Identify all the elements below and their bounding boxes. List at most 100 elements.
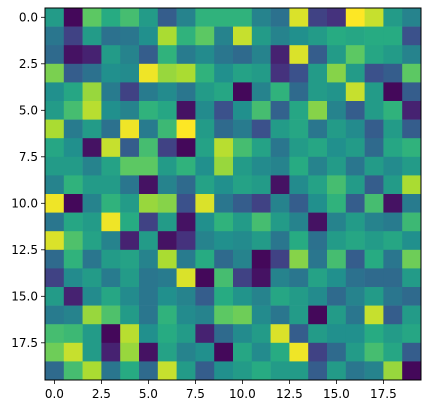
heatmap-cell [139, 268, 159, 288]
heatmap-cell [157, 342, 177, 362]
heatmap-cell [139, 194, 159, 213]
heatmap-cell [402, 138, 422, 158]
heatmap-cell [364, 249, 384, 269]
heatmap-cell [383, 45, 403, 65]
heatmap-cell [157, 212, 177, 232]
heatmap-cell [402, 119, 422, 139]
heatmap-cell [364, 26, 384, 46]
heatmap-cell [214, 138, 234, 158]
heatmap-cell [270, 231, 290, 251]
heatmap-cell [195, 138, 215, 158]
heatmap-cell [364, 324, 384, 344]
heatmap-cell [345, 175, 365, 195]
heatmap-cell [63, 305, 83, 325]
heatmap-cell [327, 361, 347, 381]
heatmap-cell [270, 82, 290, 102]
heatmap-cell [45, 138, 65, 158]
heatmap-cell [327, 175, 347, 195]
heatmap-cell [101, 175, 121, 195]
x-axis: 0.0 2.5 5.0 7.5 10.0 12.5 15.0 17.5 [45, 380, 397, 401]
heatmap-cell [308, 305, 328, 325]
heatmap-cell [233, 361, 253, 381]
heatmap-cell [120, 63, 140, 83]
heatmap-cell [308, 324, 328, 344]
heatmap-cell [195, 287, 215, 306]
heatmap-cell [364, 194, 384, 213]
heatmap-cell [233, 305, 253, 325]
heatmap-cell [157, 119, 177, 139]
heatmap-cell [270, 63, 290, 83]
heatmap-cell [176, 63, 196, 83]
heatmap-cell [45, 175, 65, 195]
heatmap-cell [402, 26, 422, 46]
heatmap-cell [214, 212, 234, 232]
heatmap-cell [289, 45, 309, 65]
heatmap-cell [101, 287, 121, 306]
heatmap-cell [139, 8, 159, 27]
heatmap-cell [364, 138, 384, 158]
heatmap-cell [101, 268, 121, 288]
heatmap-cell [251, 45, 271, 65]
heatmap-cell [383, 249, 403, 269]
heatmap-cell [270, 26, 290, 46]
heatmap-cell [270, 8, 290, 27]
heatmap-cell [120, 45, 140, 65]
heatmap-cell [195, 212, 215, 232]
heatmap-cell [120, 119, 140, 139]
heatmap-cell [402, 212, 422, 232]
x-tick-label: 10.0 [229, 387, 256, 401]
heatmap-cell [233, 212, 253, 232]
heatmap-cell [327, 82, 347, 102]
heatmap-cell [289, 138, 309, 158]
heatmap-cell [45, 156, 65, 176]
heatmap-cell [82, 175, 102, 195]
x-tick-label: 5.0 [139, 387, 158, 401]
heatmap-cell [101, 138, 121, 158]
heatmap-cell [120, 212, 140, 232]
heatmap-cell [101, 324, 121, 344]
heatmap-cell [139, 231, 159, 251]
heatmap-cell [63, 26, 83, 46]
x-tick-label: 15.0 [323, 387, 350, 401]
heatmap-cell [214, 268, 234, 288]
heatmap-cell [176, 119, 196, 139]
heatmap-cell [233, 175, 253, 195]
heatmap-cell [345, 101, 365, 120]
heatmap-cell [176, 26, 196, 46]
heatmap-cell [120, 26, 140, 46]
heatmap-cell [251, 194, 271, 213]
heatmap-cell [345, 231, 365, 251]
heatmap-cell [308, 287, 328, 306]
heatmap-cell [251, 305, 271, 325]
heatmap-cell [251, 231, 271, 251]
x-tick-label: 17.5 [370, 387, 397, 401]
heatmap-cell [63, 63, 83, 83]
heatmap-cell [364, 287, 384, 306]
heatmap-cell [176, 194, 196, 213]
heatmap-cell [82, 305, 102, 325]
heatmap-cell [345, 119, 365, 139]
heatmap-cell [176, 101, 196, 120]
heatmap-cell [233, 82, 253, 102]
heatmap-cell [45, 324, 65, 344]
heatmap-cell [176, 156, 196, 176]
heatmap-cell [327, 268, 347, 288]
heatmap-cell [120, 175, 140, 195]
heatmap-cell [63, 175, 83, 195]
heatmap-cell [383, 82, 403, 102]
heatmap-cell [63, 45, 83, 65]
heatmap-cell [139, 212, 159, 232]
heatmap-cell [289, 287, 309, 306]
heatmap-cell [45, 287, 65, 306]
heatmap-cell [345, 342, 365, 362]
heatmap-cell [270, 175, 290, 195]
heatmap-cell [101, 82, 121, 102]
heatmap-cell [327, 287, 347, 306]
heatmap-cell [383, 156, 403, 176]
heatmap-cell [289, 268, 309, 288]
heatmap-cell [63, 8, 83, 27]
heatmap-cell [139, 63, 159, 83]
heatmap-cell [402, 194, 422, 213]
heatmap-cell [214, 324, 234, 344]
